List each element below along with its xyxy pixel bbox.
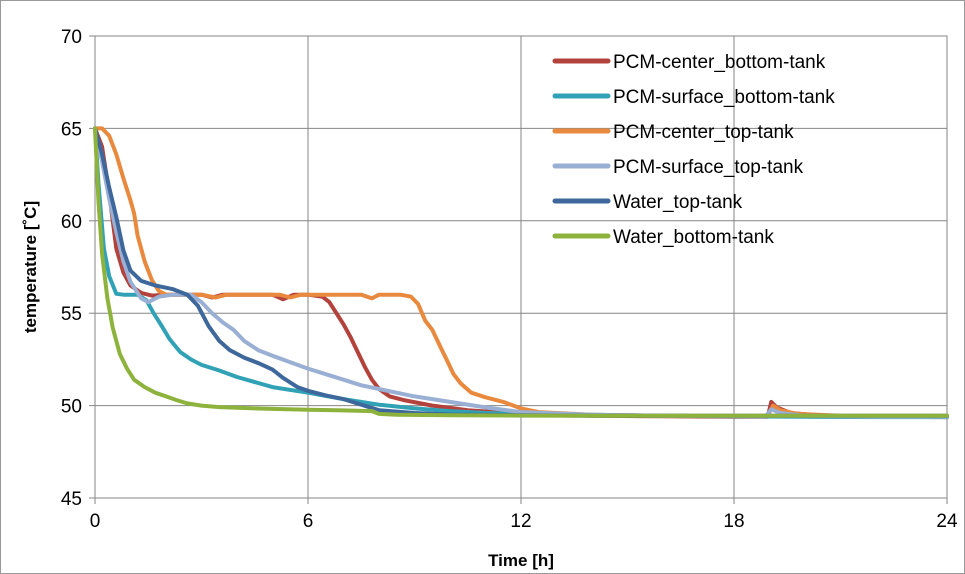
- x-tick-label-1: 6: [303, 511, 314, 532]
- x-tick-label-0: 0: [90, 511, 101, 532]
- series-lines: [93, 126, 949, 420]
- legend-label-1: PCM-center_bottom-tank: [613, 52, 826, 73]
- y-tick-label-3: 60: [61, 212, 82, 233]
- x-tick-label-2: 12: [510, 511, 531, 532]
- x-tick-label-3: 18: [723, 511, 744, 532]
- y-tick-label-2: 55: [61, 304, 82, 325]
- y-axis-title: temperature [˚C]: [21, 201, 40, 333]
- legend-label-6: Water_bottom-tank: [613, 227, 774, 248]
- x-axis-title: Time [h]: [488, 551, 554, 570]
- x-tick-label-4: 24: [936, 511, 958, 532]
- y-tick-label-4: 65: [61, 119, 82, 140]
- legend: PCM-center_bottom-tank PCM-surface_bottom…: [552, 52, 835, 248]
- y-tick-label-1: 50: [61, 397, 82, 418]
- legend-label-4: PCM-surface_top-tank: [613, 157, 804, 178]
- legend-label-3: PCM-center_top-tank: [613, 122, 794, 143]
- tick-labels: 45 50 55 60 65 70 0 6 12 18 24: [61, 27, 958, 532]
- series-line-6: [93, 126, 949, 418]
- legend-label-5: Water_top-tank: [613, 192, 743, 213]
- y-tick-label-0: 45: [61, 489, 82, 510]
- y-tick-label-5: 70: [61, 27, 82, 48]
- legend-label-2: PCM-surface_bottom-tank: [613, 87, 835, 108]
